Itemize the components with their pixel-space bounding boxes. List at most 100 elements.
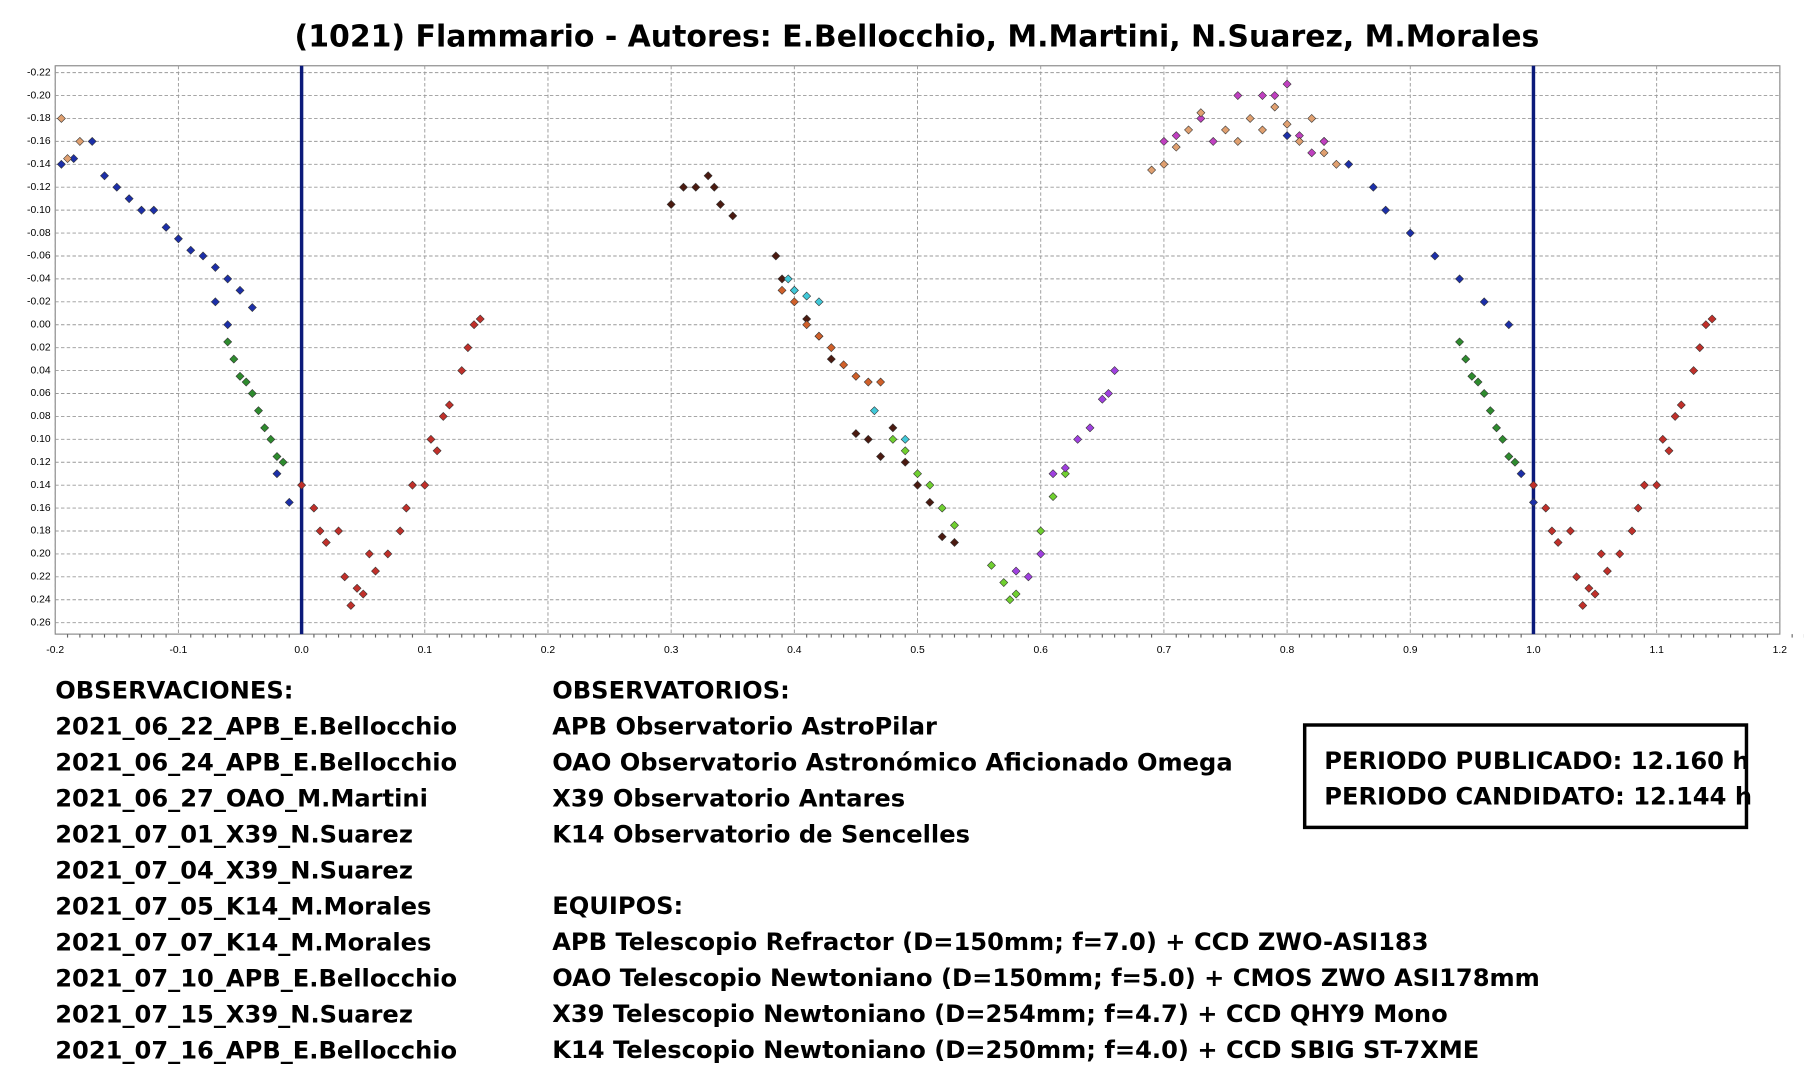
data-point (1529, 480, 1538, 490)
data-point (1060, 463, 1070, 473)
data-point (1405, 228, 1415, 238)
data-point (1455, 337, 1464, 347)
y-tick-label: 0.06 (30, 388, 50, 399)
data-point (1695, 343, 1705, 353)
data-point (1479, 297, 1489, 307)
y-tick-label: -0.16 (27, 136, 51, 147)
data-point (863, 434, 873, 444)
data-point (1590, 589, 1600, 599)
data-point (1381, 205, 1391, 215)
data-point (1110, 366, 1120, 375)
x-tick-label: 1.1 (1649, 645, 1664, 656)
observation-item: 2021_07_07_K14_M.Morales (55, 929, 431, 957)
data-point (321, 538, 331, 547)
data-point (1097, 394, 1107, 404)
y-tick-label: 0.02 (30, 342, 50, 353)
data-point (1147, 165, 1157, 175)
data-point (401, 503, 411, 513)
data-point (1196, 114, 1206, 123)
data-point (925, 480, 935, 490)
data-point (1596, 549, 1606, 559)
data-point (56, 159, 66, 169)
y-tick-label: 0.22 (30, 572, 50, 583)
data-point (1036, 526, 1046, 536)
data-point (888, 423, 898, 433)
data-point (1294, 136, 1304, 146)
y-tick-label: 0.10 (30, 434, 50, 445)
data-point (408, 480, 417, 490)
data-point (1430, 251, 1440, 261)
data-point (1258, 91, 1267, 100)
data-point (260, 423, 270, 433)
data-point (1221, 125, 1230, 135)
data-point (340, 572, 350, 582)
y-tick-label: -0.02 (27, 297, 51, 308)
data-point (1639, 480, 1649, 490)
data-point (1258, 125, 1267, 135)
data-point (851, 429, 861, 439)
data-point (1282, 131, 1292, 141)
data-point (826, 354, 836, 364)
data-point (284, 497, 294, 507)
data-point (1707, 314, 1717, 324)
data-point (1541, 503, 1551, 513)
data-point (715, 199, 725, 209)
data-point (826, 343, 836, 353)
data-point (1689, 366, 1699, 375)
data-point (925, 497, 935, 507)
data-point (137, 205, 146, 215)
data-point (475, 314, 485, 324)
data-point (666, 199, 676, 209)
data-point (186, 245, 196, 255)
data-point (358, 589, 368, 599)
data-point (278, 457, 288, 467)
data-point (1492, 423, 1501, 433)
equipment-item: OAO Telescopio Newtoniano (D=150mm; f=5.… (552, 964, 1540, 992)
data-point (235, 371, 245, 381)
data-point (1104, 389, 1113, 398)
y-tick-label: -0.06 (27, 251, 51, 262)
data-point (100, 171, 109, 181)
x-tick-label: 0.1 (418, 645, 433, 656)
data-point (1467, 371, 1477, 381)
data-point (1307, 114, 1317, 123)
data-point (1602, 566, 1612, 576)
data-point (457, 366, 467, 375)
observatory-title: OBSERVATORIOS: (552, 677, 790, 705)
data-point (777, 274, 787, 284)
data-point (777, 285, 787, 295)
data-point (851, 371, 861, 381)
data-point (876, 377, 886, 387)
y-tick-label: 0.26 (30, 617, 50, 628)
data-point (1319, 136, 1329, 146)
data-point (420, 480, 430, 490)
data-point (1504, 452, 1514, 461)
data-point (87, 136, 97, 146)
data-point (1085, 423, 1095, 433)
data-point (937, 503, 947, 513)
data-point (789, 297, 799, 307)
x-tick-label: 0.2 (541, 645, 556, 656)
y-tick-label: 0.18 (30, 526, 50, 537)
data-point (210, 263, 220, 272)
equipment-title: EQUIPOS: (552, 892, 683, 920)
data-point (1529, 497, 1538, 507)
data-point (1498, 434, 1508, 444)
data-point (1652, 480, 1662, 490)
data-point (210, 297, 220, 307)
data-point (241, 377, 251, 387)
data-point (383, 549, 393, 559)
data-point (1011, 566, 1021, 576)
period: PERIODO PUBLICADO: 12.160 h (1324, 747, 1749, 775)
data-point (1331, 159, 1341, 169)
data-point (728, 211, 738, 221)
y-tick-label: 0.14 (30, 480, 50, 491)
data-point (802, 291, 812, 301)
data-point (1245, 114, 1255, 123)
data-point (1159, 159, 1169, 169)
data-point (247, 389, 257, 398)
observation-item: 2021_06_24_APB_E.Bellocchio (55, 749, 457, 777)
data-point (1455, 274, 1464, 284)
data-point (900, 434, 910, 444)
